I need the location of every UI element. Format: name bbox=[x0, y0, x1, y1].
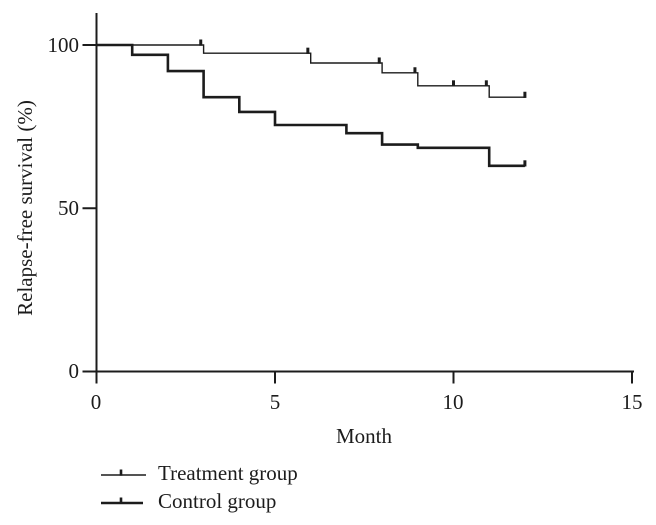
x-tick-label-0: 0 bbox=[90, 390, 102, 414]
control-line-icon bbox=[101, 497, 143, 505]
y-tick-label-0: 0 bbox=[68, 359, 80, 383]
plot-area bbox=[82, 13, 634, 384]
x-tick-label-15: 15 bbox=[621, 390, 643, 414]
y-axis-title: Relapse-free survival (%) bbox=[13, 100, 37, 316]
legend-item-control: Control group bbox=[100, 488, 276, 514]
legend-label-treatment: Treatment group bbox=[158, 461, 298, 485]
y-tick-label-50: 50 bbox=[58, 196, 79, 220]
legend-label-control: Control group bbox=[158, 489, 277, 513]
legend-item-treatment: Treatment group bbox=[100, 460, 298, 486]
treatment-line-icon bbox=[101, 469, 146, 476]
y-tick-label-100: 100 bbox=[47, 33, 80, 57]
x-tick-label-10: 10 bbox=[442, 390, 464, 414]
x-tick-label-5: 5 bbox=[269, 390, 281, 414]
x-axis-title: Month bbox=[335, 424, 392, 448]
